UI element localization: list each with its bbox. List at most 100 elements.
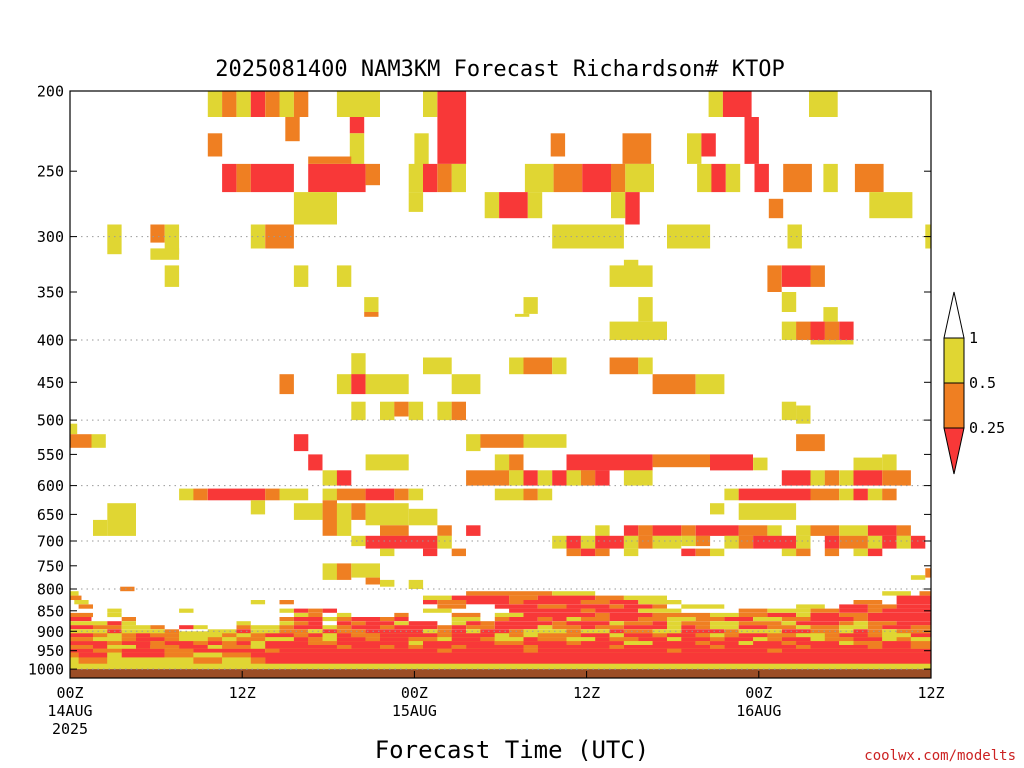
ri-band-cell-7-6 bbox=[308, 621, 323, 626]
ri-cell-194 bbox=[552, 535, 567, 549]
ri-cell-33 bbox=[451, 163, 466, 193]
ri-band-cell-13-9 bbox=[265, 645, 337, 649]
ri-band-cell-8-13 bbox=[380, 625, 395, 630]
ri-band-cell-11-33 bbox=[781, 637, 811, 642]
ri-band-cell-6-24 bbox=[853, 617, 868, 622]
ri-cell-38 bbox=[625, 163, 654, 193]
ri-cell-106 bbox=[451, 401, 466, 421]
ri-band-cell-12-26 bbox=[796, 641, 840, 645]
ri-cell-220 bbox=[681, 548, 696, 557]
ri-band-cell-12-25 bbox=[781, 641, 797, 645]
ri-band-cell-10-27 bbox=[667, 633, 696, 638]
ri-band-cell-11-20 bbox=[494, 637, 524, 642]
ri-band-cell-10-28 bbox=[695, 633, 711, 638]
ri-band-cell-9-5 bbox=[236, 629, 251, 634]
ri-cell-232 bbox=[380, 579, 395, 587]
ri-band-cell-11-30 bbox=[724, 637, 754, 642]
ri-band-cell-14-8 bbox=[451, 648, 524, 653]
ri-cell-50 bbox=[527, 192, 543, 219]
ri-band-cell-9-26 bbox=[738, 629, 782, 634]
ri-band-cell-14-3 bbox=[164, 648, 194, 653]
ri-cell-101 bbox=[351, 401, 366, 421]
ri-band-cell-13-19 bbox=[537, 645, 610, 649]
ri-cell-31 bbox=[423, 163, 438, 193]
ri-band-cell-13-28 bbox=[910, 645, 931, 649]
ri-band-cell-11-9 bbox=[265, 637, 294, 642]
ri-band-cell-13-18 bbox=[523, 645, 538, 649]
ri-band-cell-5-4 bbox=[336, 612, 352, 618]
ri-cell-177 bbox=[466, 525, 481, 536]
ri-cell-45 bbox=[854, 163, 884, 193]
ri-band-cell-10-6 bbox=[179, 633, 223, 638]
ri-cell-41 bbox=[725, 163, 741, 193]
ri-cell-214 bbox=[423, 548, 438, 557]
ri-cell-13 bbox=[285, 117, 300, 142]
ri-band-cell-11-25 bbox=[609, 637, 639, 642]
ri-band-cell-9-11 bbox=[365, 629, 423, 634]
ri-band-cell-8-35 bbox=[910, 625, 931, 630]
ri-cell-27 bbox=[308, 163, 366, 193]
ri-band-cell-9-18 bbox=[523, 629, 567, 634]
ri-band-cell-4-13 bbox=[810, 608, 840, 613]
ri-band-cell-12-20 bbox=[652, 641, 696, 645]
x-tick-label-1-0: 12Z bbox=[229, 684, 256, 702]
ri-band-cell-11-31 bbox=[753, 637, 768, 642]
ri-cell-111 bbox=[91, 434, 106, 448]
ri-cell-159 bbox=[810, 488, 840, 501]
ri-band-cell-12-2 bbox=[121, 641, 151, 645]
ri-band-cell-8-7 bbox=[250, 625, 280, 630]
ri-band-cell-11-11 bbox=[308, 637, 323, 642]
ri-cell-132 bbox=[537, 470, 553, 486]
ri-band-cell-9-8 bbox=[308, 629, 323, 634]
ri-band-cell-10-33 bbox=[796, 633, 825, 638]
ri-cell-55 bbox=[107, 224, 122, 255]
ri-cell-36 bbox=[582, 163, 611, 193]
ri-band-cell-12-24 bbox=[753, 641, 782, 645]
ri-band-cell-2-2 bbox=[279, 600, 294, 605]
ri-cell-209 bbox=[867, 535, 883, 549]
ri-band-cell-10-23 bbox=[580, 633, 610, 638]
ri-cell-66 bbox=[293, 265, 309, 287]
ri-band-cell-10-15 bbox=[351, 633, 380, 638]
ri-cell-54 bbox=[869, 192, 913, 219]
ri-cell-46 bbox=[293, 192, 337, 225]
ri-band-cell-10-25 bbox=[623, 633, 653, 638]
ri-cell-205 bbox=[753, 535, 797, 549]
ri-band-cell-3-12 bbox=[896, 604, 931, 609]
ri-band-cell-8-4 bbox=[179, 625, 194, 630]
ri-cell-91 bbox=[552, 357, 567, 375]
ri-band-cell-11-23 bbox=[566, 637, 596, 642]
ri-band-cell-6-5 bbox=[336, 617, 352, 622]
ri-band-cell-11-14 bbox=[365, 637, 380, 642]
ri-band-cell-12-14 bbox=[423, 641, 495, 645]
ri-band-cell-8-9 bbox=[293, 625, 323, 630]
ri-cell-184 bbox=[738, 525, 768, 536]
ri-band-cell-4-3 bbox=[293, 608, 309, 613]
ri-band-cell-13-27 bbox=[882, 645, 911, 649]
ri-band-cell-12-11 bbox=[308, 641, 337, 645]
ri-band-cell-9-3 bbox=[164, 629, 180, 634]
ri-band-cell-11-24 bbox=[595, 637, 610, 642]
ri-cell-212 bbox=[910, 535, 926, 549]
ri-cell-34 bbox=[524, 163, 554, 193]
ri-cell-71 bbox=[781, 265, 811, 287]
x-tick-label-5-0: 12Z bbox=[917, 684, 944, 702]
ri-band-cell-10-19 bbox=[494, 633, 510, 638]
ri-band-cell-11-37 bbox=[882, 637, 897, 642]
ri-band-cell-14-6 bbox=[279, 648, 438, 653]
ri-cell-145 bbox=[193, 488, 208, 501]
ri-band-cell-12-1 bbox=[107, 641, 122, 645]
ri-band-cell-11-2 bbox=[121, 637, 136, 642]
ri-band-cell-11-15 bbox=[380, 637, 409, 642]
ri-band-cell-1-0 bbox=[70, 595, 82, 600]
ri-band-cell-6-0 bbox=[70, 617, 92, 622]
ri-band-cell-14-2 bbox=[121, 648, 165, 653]
ri-band-cell-11-17 bbox=[437, 637, 452, 642]
ri-band-cell-8-18 bbox=[494, 625, 538, 630]
legend-bin-0 bbox=[943, 337, 965, 384]
ri-band-cell-8-26 bbox=[695, 625, 711, 630]
credit-text: coolwx.com/modelts bbox=[864, 748, 1016, 764]
ri-band-cell-7-4 bbox=[279, 621, 294, 626]
ri-cell-178 bbox=[595, 525, 610, 536]
ri-band-cell-9-12 bbox=[423, 629, 438, 634]
